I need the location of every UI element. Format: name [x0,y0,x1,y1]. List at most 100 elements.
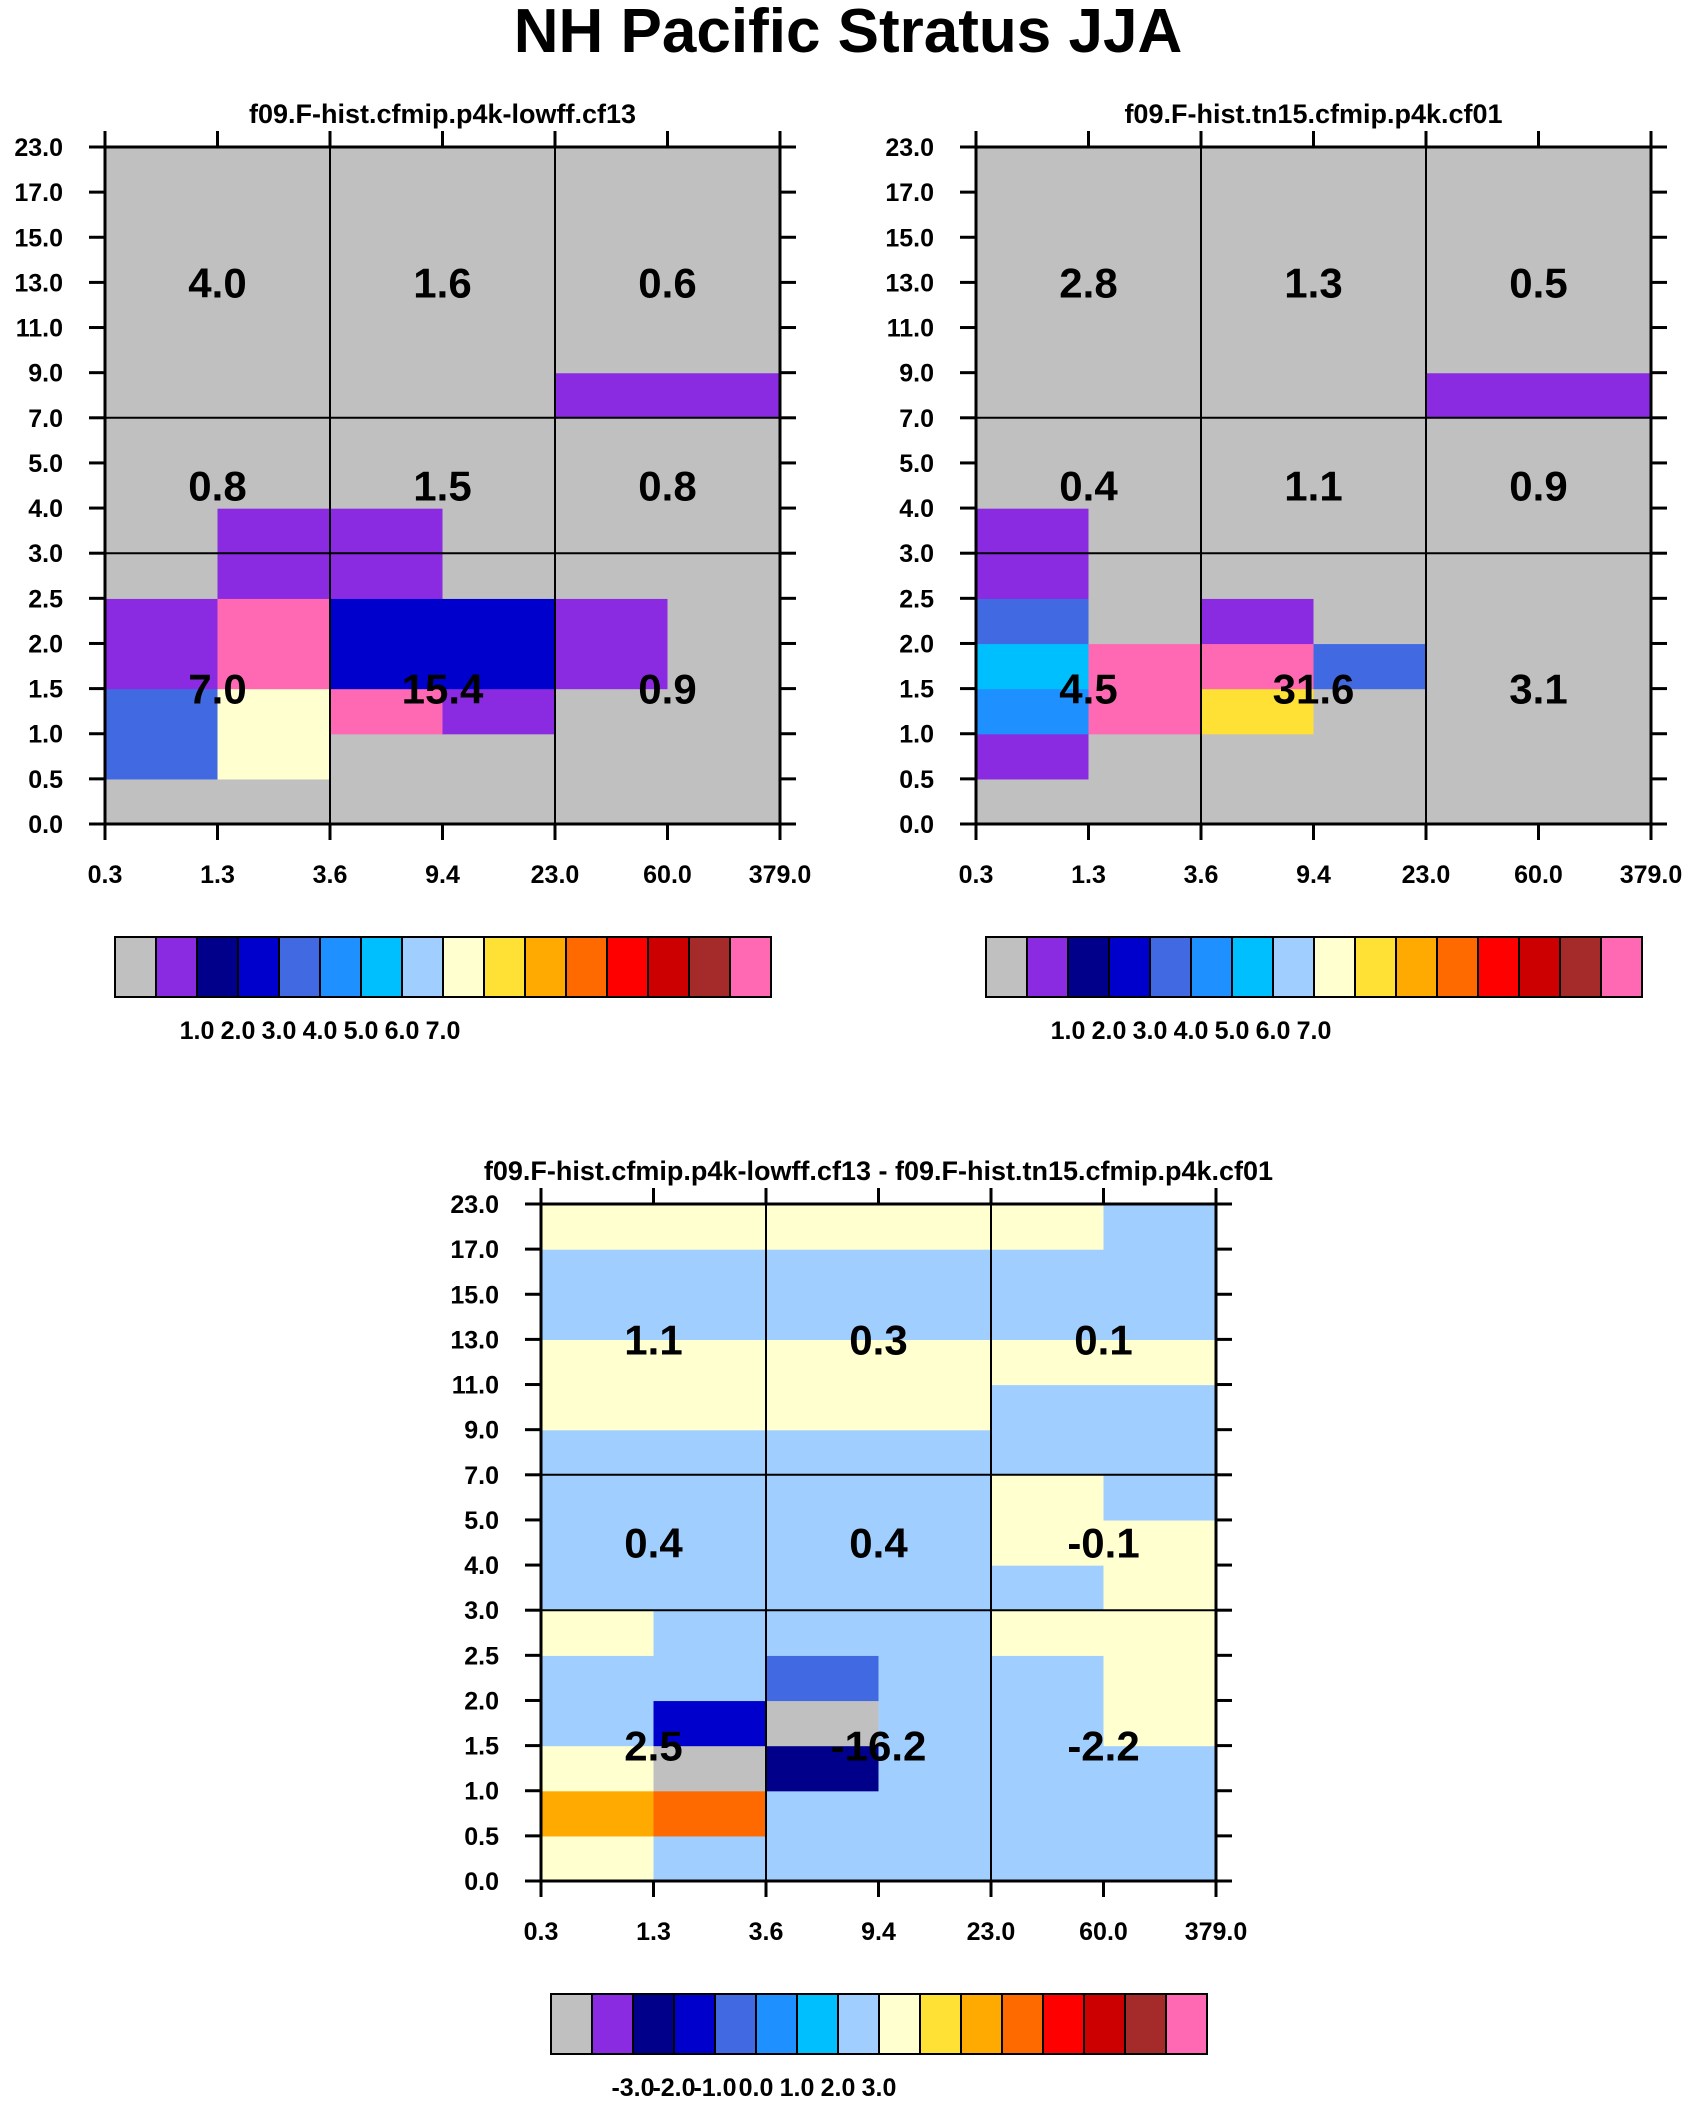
y-tick-label: 11.0 [887,315,934,343]
y-tick-label: 13.0 [885,269,934,297]
heatmap-cell [217,688,331,735]
colorbar-swatch [1518,936,1561,998]
colorbar-label: 3.0 [262,1017,297,1045]
heatmap-cell [667,282,781,329]
heatmap-cell [330,462,444,509]
block-value-label: 0.9 [638,666,696,713]
heatmap-cell [991,1429,1105,1476]
block-value-label: 0.3 [849,1316,907,1363]
block-value-label: 2.5 [624,1723,682,1770]
heatmap-cell [878,1384,992,1431]
heatmap-cell [1201,192,1315,238]
heatmap-cell [653,1700,767,1747]
heatmap-cell [878,1655,992,1702]
colorbar-label: 3.0 [1133,1017,1168,1045]
y-tick-label: 17.0 [450,1236,499,1264]
heatmap-cell [442,372,556,419]
colorbar-swatch [1395,936,1438,998]
heatmap-cell [1426,778,1540,825]
colorbar-swatch [919,1993,962,2055]
block-value-label: 0.4 [1059,463,1118,510]
heatmap-cell [766,1610,880,1656]
heatmap-cell [976,688,1090,735]
x-tick-label: 23.0 [531,861,580,889]
heatmap-cell [653,1294,767,1340]
heatmap-cell [1313,327,1427,374]
colorbar-swatch [1124,1993,1167,2055]
heatmap-cell [1201,282,1315,329]
block-value-label: 3.1 [1509,666,1567,713]
heatmap-cell [1088,733,1202,780]
colorbar-label: 1.0 [780,2074,815,2102]
heatmap-cell [1088,192,1202,238]
x-tick-label: 60.0 [1079,1918,1128,1946]
block-value-label: -16.2 [831,1723,927,1770]
heatmap-cell [1088,643,1202,690]
heatmap-cell [217,282,331,329]
heatmap-cell [1538,327,1652,374]
block-value-label: 1.3 [1284,259,1342,306]
colorbar-swatch [647,936,690,998]
y-tick-label: 1.5 [464,1733,499,1761]
heatmap-cell [1313,372,1427,419]
heatmap-cell [976,282,1090,329]
colorbar-swatch [1001,1993,1044,2055]
heatmap-cell [1313,778,1427,825]
y-tick-label: 9.0 [464,1417,499,1445]
heatmap-cell [766,1204,880,1250]
colorbar-swatch [755,1993,798,2055]
colorbar-swatch [1231,936,1274,998]
colorbar-swatch [606,936,649,998]
heatmap-cell [976,553,1090,599]
colorbar-label: 2.0 [221,1017,256,1045]
heatmap-cell [1538,643,1652,690]
colorbar-swatch [1042,1993,1085,2055]
heatmap-cell [653,1384,767,1431]
heatmap-cell [1088,462,1202,509]
heatmap-cell [991,1835,1105,1882]
colorbar-swatch [591,1993,634,2055]
heatmap-cell [667,462,781,509]
block-value-label: 0.8 [188,463,246,510]
colorbar-swatch [524,936,567,998]
heatmap-cell [555,282,669,329]
colorbar-swatch [837,1993,880,2055]
heatmap-cell [1088,417,1202,464]
panel-title: f09.F-hist.cfmip.p4k-lowff.cf13 [249,99,636,129]
block-value-label: -0.1 [1067,1520,1139,1567]
heatmap-cell [653,1249,767,1295]
heatmap-cell [1088,553,1202,599]
block-value-label: 1.1 [624,1316,682,1363]
heatmap-cell [976,462,1090,509]
heatmap-cell [1538,237,1652,283]
y-tick-label: 11.0 [16,315,63,343]
y-tick-label: 7.0 [899,405,934,433]
heatmap-cell [555,688,669,735]
heatmap-cell [217,733,331,780]
heatmap-cell [667,778,781,825]
heatmap-cell [653,1790,767,1837]
heatmap-cell [766,1474,880,1521]
y-tick-label: 4.0 [464,1552,499,1580]
heatmap-cell [555,598,669,645]
colorbar-swatch [729,936,772,998]
heatmap-cell [991,1655,1105,1702]
panel-title: f09.F-hist.tn15.cfmip.p4k.cf01 [1124,99,1502,129]
heatmap-cell [667,372,781,419]
y-tick-label: 2.5 [28,585,63,613]
x-tick-label: 3.6 [313,861,348,889]
heatmap-cell [1313,147,1427,193]
x-tick-label: 3.6 [749,1918,784,1946]
colorbar-swatch [155,936,198,998]
block-value-label: 0.6 [638,259,696,306]
heatmap-cell [653,1835,767,1882]
colorbar-swatch [960,1993,1003,2055]
colorbar: 1.0 2.0 3.0 4.0 5.0 6.0 7.0 [985,936,1643,1045]
colorbar-swatch [1026,936,1069,998]
x-tick-label: 0.3 [88,861,123,889]
heatmap-cell [976,598,1090,645]
y-tick-label: 17.0 [885,179,934,207]
heatmap-cell [541,1294,655,1340]
heatmap-cell [653,1204,767,1250]
y-tick-label: 5.0 [899,450,934,478]
